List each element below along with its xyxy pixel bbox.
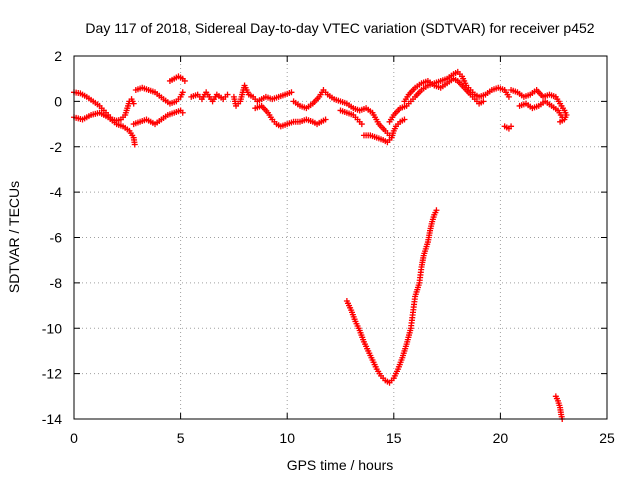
y-tick-label: -8 — [50, 275, 63, 291]
x-tick-label: 15 — [386, 430, 402, 446]
series-arc-h — [252, 102, 329, 130]
data-point — [322, 116, 329, 123]
data-point — [224, 91, 231, 98]
series-arc-b — [71, 109, 138, 148]
series-arc-m — [401, 75, 487, 107]
data-point — [559, 114, 566, 121]
data-point — [181, 77, 188, 84]
y-tick-label: 2 — [54, 48, 62, 64]
y-tick-label: 0 — [54, 93, 62, 109]
y-tick-label: -2 — [50, 139, 63, 155]
series-arc-n — [501, 123, 515, 132]
x-axis-label: GPS time / hours — [287, 457, 394, 473]
data-point — [179, 109, 186, 116]
x-tick-label: 10 — [279, 430, 295, 446]
data-point — [505, 93, 512, 100]
x-tick-label: 0 — [70, 430, 78, 446]
data-point — [288, 89, 295, 96]
series-arc-a — [71, 89, 137, 124]
series-arc-e — [166, 73, 188, 84]
plot-frame — [73, 55, 608, 420]
data-point — [557, 118, 564, 125]
series-arc-o — [508, 87, 570, 125]
data-point — [130, 100, 137, 107]
series-arc-q — [343, 207, 440, 386]
chart-title: Day 117 of 2018, Sidereal Day-to-day VTE… — [85, 20, 594, 36]
data-point — [131, 141, 138, 148]
series-arc-r — [552, 393, 566, 422]
series-arc-p — [516, 98, 566, 121]
series-arc-k — [360, 116, 408, 146]
series-arc-j — [337, 107, 365, 128]
data-point — [433, 207, 440, 214]
y-tick-label: -6 — [50, 230, 63, 246]
series-arc-d — [132, 84, 186, 107]
series-arc-c — [130, 107, 186, 128]
data-point — [401, 116, 408, 123]
data-point — [480, 98, 487, 105]
x-tick-label: 5 — [177, 430, 185, 446]
y-tick-label: -4 — [50, 184, 63, 200]
series-arc-g — [230, 82, 295, 109]
y-axis-label: SDTVAR / TECUs — [6, 181, 22, 293]
series-arc-l — [386, 68, 512, 125]
y-tick-label: -12 — [42, 366, 62, 382]
x-tick-label: 20 — [493, 430, 509, 446]
y-tick-label: -14 — [42, 411, 62, 427]
data-point — [179, 89, 186, 96]
series-arc-f — [188, 89, 231, 105]
x-tick-label: 25 — [599, 430, 615, 446]
data-point — [508, 123, 515, 130]
data-marks — [71, 68, 570, 422]
series-arc-i — [290, 87, 393, 139]
data-point — [358, 121, 365, 128]
y-tick-label: -10 — [42, 320, 62, 336]
